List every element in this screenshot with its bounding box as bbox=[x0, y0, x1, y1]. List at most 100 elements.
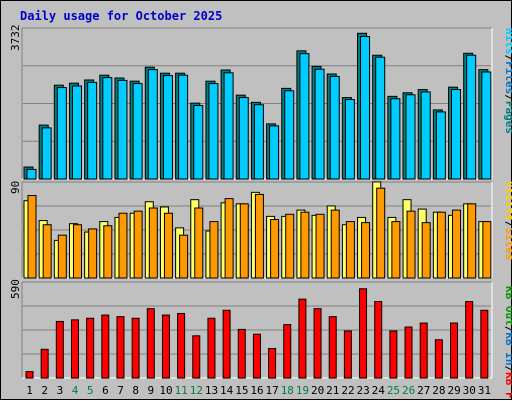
sites-bar bbox=[163, 212, 173, 279]
sites-bar bbox=[467, 203, 477, 279]
files-bar bbox=[238, 97, 249, 180]
x-tick-label: 12 bbox=[190, 384, 203, 397]
mid-max-label: 90 bbox=[9, 181, 22, 194]
kb-bar bbox=[86, 317, 95, 379]
x-tick-label: 27 bbox=[417, 384, 430, 397]
x-tick-label: 21 bbox=[326, 384, 339, 397]
kb-bar bbox=[252, 333, 261, 379]
x-tick-label: 17 bbox=[266, 384, 279, 397]
kb-bar bbox=[465, 301, 474, 379]
files-bar bbox=[87, 81, 98, 180]
x-tick-label: 14 bbox=[220, 384, 234, 397]
kb-bar bbox=[146, 308, 155, 379]
sites-bar bbox=[330, 209, 340, 279]
files-bar bbox=[132, 83, 143, 180]
legend-pages: Pages bbox=[503, 101, 512, 134]
files-bar bbox=[147, 69, 158, 180]
sites-bar bbox=[239, 203, 249, 279]
kb-bar bbox=[116, 316, 125, 379]
bot-legend: KB Out/KB In/KB F bbox=[503, 286, 512, 399]
kb-bar bbox=[192, 335, 201, 379]
sites-bar bbox=[482, 221, 492, 279]
sites-bar bbox=[391, 221, 401, 279]
legend-sites: Sites bbox=[503, 227, 512, 260]
files-bar bbox=[193, 105, 204, 180]
chart-title: Daily usage for October 2025 bbox=[20, 9, 222, 23]
sites-bar bbox=[118, 212, 128, 279]
kb-bar bbox=[359, 288, 368, 379]
kb-bar bbox=[177, 312, 186, 379]
files-bar bbox=[41, 127, 52, 180]
sites-bar bbox=[300, 211, 310, 279]
legend-sep-3: / bbox=[503, 221, 512, 228]
x-tick-label: 25 bbox=[387, 384, 400, 397]
sites-bar bbox=[42, 224, 52, 279]
kb-bar bbox=[374, 301, 383, 379]
kb-bar bbox=[480, 309, 489, 379]
files-bar bbox=[435, 111, 446, 180]
mid-legend: Visits/Sites bbox=[503, 181, 512, 261]
x-tick-label: 9 bbox=[148, 384, 155, 397]
kb-bar bbox=[313, 308, 322, 379]
legend-sep-4: / bbox=[503, 326, 512, 333]
legend-kbout: KB Out bbox=[503, 286, 512, 326]
kb-bar bbox=[434, 339, 443, 379]
sites-bar bbox=[436, 211, 446, 279]
kb-bar bbox=[328, 316, 337, 379]
files-bar bbox=[26, 168, 37, 180]
x-tick-label: 6 bbox=[102, 384, 109, 397]
files-bar bbox=[466, 54, 477, 180]
files-bar bbox=[420, 91, 431, 180]
files-bar bbox=[314, 68, 325, 180]
x-tick-label: 19 bbox=[296, 384, 309, 397]
files-bar bbox=[299, 53, 310, 180]
files-bar bbox=[71, 85, 82, 180]
sites-bar bbox=[452, 209, 462, 279]
x-tick-label: 22 bbox=[341, 384, 354, 397]
files-bar bbox=[253, 104, 264, 180]
x-tick-label: 29 bbox=[447, 384, 460, 397]
kb-bar bbox=[25, 371, 34, 379]
x-tick-label: 8 bbox=[132, 384, 139, 397]
files-bar bbox=[178, 74, 189, 180]
x-tick-label: 23 bbox=[357, 384, 370, 397]
legend-sep-2: / bbox=[503, 94, 512, 101]
x-tick-label: 10 bbox=[159, 384, 172, 397]
x-tick-label: 13 bbox=[205, 384, 218, 397]
x-tick-label: 15 bbox=[235, 384, 248, 397]
sites-bar bbox=[72, 224, 82, 279]
legend-files: Files bbox=[503, 61, 512, 94]
sites-bar bbox=[224, 198, 234, 279]
kb-bar bbox=[298, 298, 307, 379]
sites-bar bbox=[361, 222, 371, 279]
x-tick-label: 2 bbox=[41, 384, 48, 397]
legend-visits: Visits bbox=[503, 181, 512, 221]
legend-kbf: KB F bbox=[503, 372, 512, 399]
files-bar bbox=[405, 94, 416, 180]
sites-bar bbox=[194, 207, 204, 279]
kb-bar bbox=[101, 314, 110, 379]
x-tick-label: 20 bbox=[311, 384, 324, 397]
sites-bar bbox=[315, 213, 325, 279]
kb-bar bbox=[389, 330, 398, 379]
kb-bar bbox=[404, 326, 413, 379]
kb-bar bbox=[419, 322, 428, 379]
files-bar bbox=[102, 77, 113, 180]
x-tick-label: 3 bbox=[57, 384, 64, 397]
sites-bar bbox=[148, 207, 158, 279]
kb-bar bbox=[40, 348, 49, 379]
x-tick-label: 4 bbox=[72, 384, 79, 397]
x-tick-label: 26 bbox=[402, 384, 415, 397]
legend-sep-1: / bbox=[503, 55, 512, 62]
files-bar bbox=[208, 83, 219, 180]
files-bar bbox=[284, 90, 295, 180]
legend-sep-5: / bbox=[503, 366, 512, 373]
sites-bar bbox=[88, 228, 98, 279]
kb-bar bbox=[268, 348, 277, 379]
kb-bar bbox=[70, 319, 79, 379]
x-tick-label: 28 bbox=[432, 384, 445, 397]
x-tick-label: 16 bbox=[250, 384, 263, 397]
kb-bar bbox=[55, 320, 64, 379]
files-bar bbox=[223, 72, 234, 180]
